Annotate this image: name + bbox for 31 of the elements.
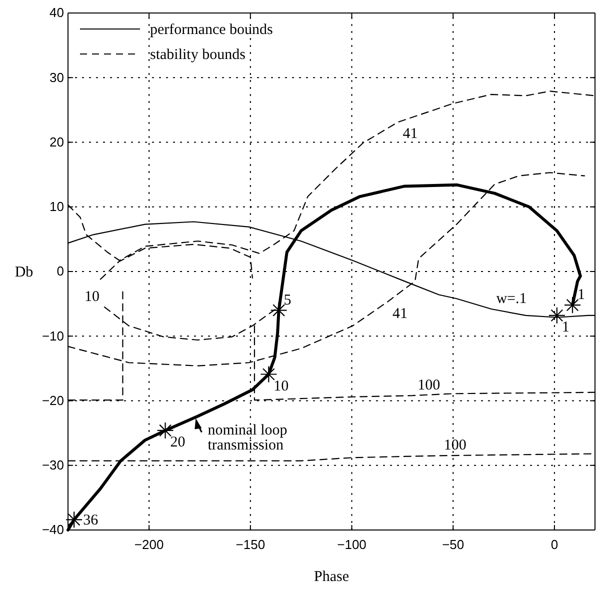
annotation: 100 [444, 438, 466, 454]
x-tick-label: 0 [550, 537, 558, 552]
annotation: 10 [84, 289, 100, 306]
annotation: 1 [562, 319, 570, 336]
annotation: 1 [578, 287, 585, 304]
y-tick-label: 40 [50, 5, 64, 20]
annotation: w=.1 [496, 290, 527, 307]
y-tick-label: 30 [50, 70, 64, 85]
y-tick-label: 0 [56, 264, 64, 279]
x-tick-label: −100 [337, 537, 366, 552]
y-tick-label: −40 [42, 522, 64, 538]
x-tick-label: −50 [442, 537, 464, 552]
x-tick-label: −150 [236, 537, 266, 552]
y-tick-label: −20 [42, 392, 64, 408]
annotation: 100 [418, 378, 440, 394]
y-tick-label: 10 [50, 199, 64, 214]
annotation: 20 [170, 434, 186, 450]
x-axis-title: Phase [314, 569, 350, 585]
x-tick-label: −200 [134, 537, 164, 552]
y-tick-label: −10 [42, 328, 64, 344]
y-tick-label: 20 [50, 134, 64, 150]
y-axis-title: Db [14, 264, 34, 280]
annotation: nominal loop transmission [208, 422, 288, 454]
annotation: 41 [392, 306, 408, 322]
annotation: 36 [83, 512, 99, 529]
legend-label: performance bounds [150, 22, 274, 38]
annotation: 5 [284, 292, 292, 308]
y-tick-label: −30 [42, 458, 64, 473]
annotation: 10 [274, 378, 289, 394]
legend-label: stability bounds [150, 47, 246, 63]
annotation: 41 [402, 126, 418, 142]
